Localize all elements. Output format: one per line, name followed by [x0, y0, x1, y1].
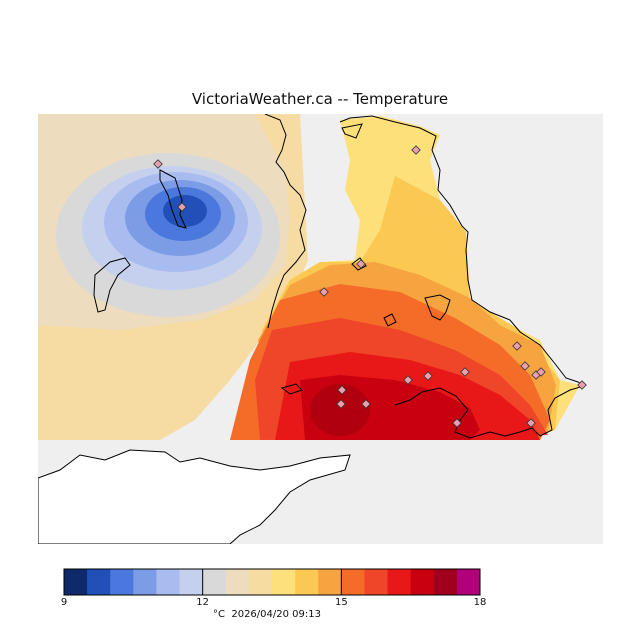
- colorbar-swatch: [318, 569, 342, 595]
- coastline-west: [264, 114, 307, 329]
- colorbar-swatch: [202, 569, 227, 595]
- colorbar-swatch: [387, 569, 412, 595]
- colorbar-swatch: [410, 569, 435, 595]
- colorbar-swatch: [248, 569, 273, 595]
- island-4: [280, 383, 303, 395]
- timestamp: 2026/04/20 09:13: [231, 609, 321, 620]
- island-6: [351, 257, 367, 271]
- unit-label: °C: [213, 609, 225, 620]
- weather-stations[interactable]: [153, 145, 587, 428]
- coastline-south-islands: [394, 387, 521, 439]
- colorbar-tick-label: 12: [196, 597, 210, 608]
- olympic-peninsula: [38, 449, 351, 544]
- station-marker: [177, 202, 187, 212]
- colorbar-swatch: [295, 569, 319, 595]
- colorbar-swatch: [179, 569, 204, 595]
- colorbar-tick-marks: [63, 569, 481, 595]
- station-marker: [512, 341, 522, 351]
- colorbar-swatch: [64, 569, 88, 595]
- colorbar-swatch: [87, 569, 111, 595]
- colorbar-swatch: [110, 569, 134, 595]
- station-marker: [526, 418, 536, 428]
- station-marker: [319, 287, 329, 297]
- colorbar-footer: °C 2026/04/20 09:13: [213, 609, 321, 620]
- coastline-east: [339, 115, 586, 437]
- colorbar-tick-label: 15: [334, 597, 348, 608]
- island-1: [159, 169, 187, 229]
- colorbar-swatch: [364, 569, 389, 595]
- island-5: [383, 313, 397, 327]
- station-marker: [337, 385, 347, 395]
- station-marker: [520, 361, 530, 371]
- map-title: VictoriaWeather.ca -- Temperature: [191, 90, 449, 108]
- station-marker: [460, 367, 470, 377]
- colorbar-tick-label: 18: [473, 597, 487, 608]
- station-marker: [361, 399, 371, 409]
- colorbar-swatch: [341, 569, 365, 595]
- station-marker: [577, 380, 587, 390]
- colorbar-swatches: [64, 569, 481, 595]
- east-temperature-field: [230, 116, 580, 440]
- station-marker: [411, 145, 421, 155]
- island-3: [424, 294, 451, 321]
- station-marker: [336, 399, 346, 409]
- colorbar-swatch: [225, 569, 250, 595]
- station-marker: [356, 259, 366, 269]
- colorbar-swatch: [433, 569, 458, 595]
- station-marker: [153, 159, 163, 169]
- colorbar-swatch: [156, 569, 181, 595]
- colorbar-swatch: [272, 569, 296, 595]
- station-marker: [536, 367, 546, 377]
- colorbar-tick-label: 9: [60, 597, 68, 608]
- colorbar-swatch: [456, 569, 481, 595]
- west-temperature-field: [38, 114, 308, 440]
- colorbar-swatch: [133, 569, 157, 595]
- station-marker: [403, 375, 413, 385]
- station-marker: [423, 371, 433, 381]
- island-2: [93, 257, 131, 313]
- island-7: [341, 123, 363, 139]
- station-marker: [452, 418, 462, 428]
